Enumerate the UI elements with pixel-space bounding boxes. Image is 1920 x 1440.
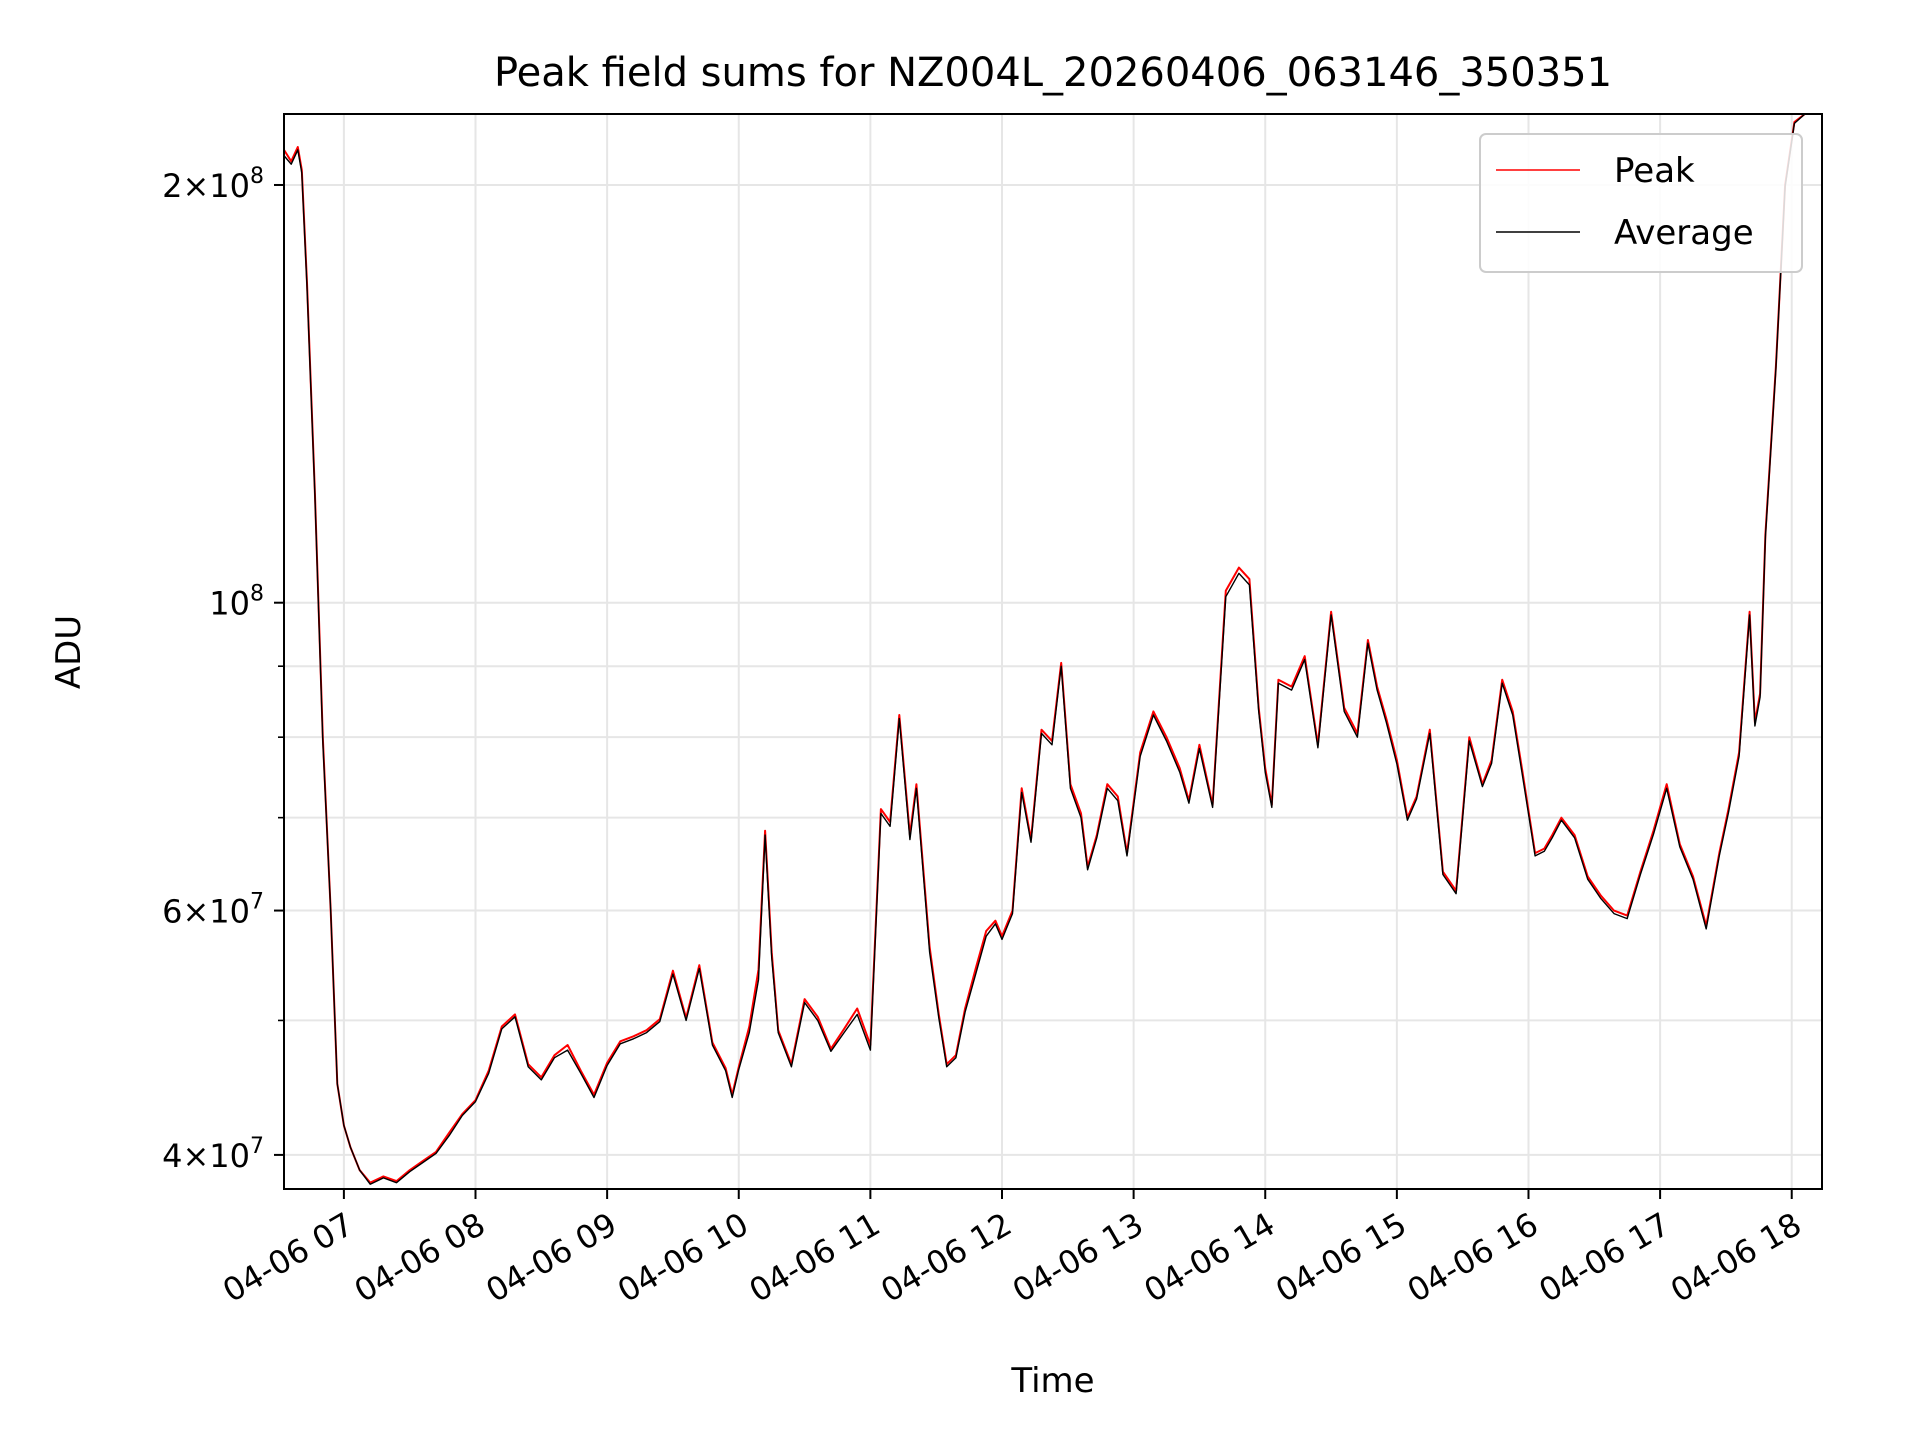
legend-label-peak: Peak	[1614, 151, 1695, 191]
legend-label-average: Average	[1614, 213, 1754, 253]
y-axis-label: ADU	[49, 615, 89, 689]
y-tick-label: 4×107	[162, 1134, 264, 1175]
legend: Peak Average	[1479, 133, 1803, 273]
y-tick-label: 108	[209, 582, 264, 623]
legend-frame	[1479, 133, 1803, 273]
x-axis-label: Time	[1010, 1361, 1094, 1401]
y-tick-label: 6×107	[162, 890, 264, 931]
series-average-line	[284, 114, 1813, 1185]
y-tick-label: 2×108	[162, 164, 264, 205]
chart-title: Peak field sums for NZ004L_20260406_0631…	[494, 50, 1612, 96]
plot-frame	[283, 113, 1823, 1190]
series-group	[284, 114, 1813, 1185]
grid	[284, 114, 1822, 1189]
